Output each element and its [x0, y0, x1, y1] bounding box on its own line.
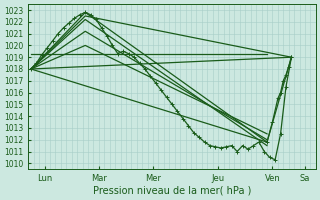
X-axis label: Pression niveau de la mer( hPa ): Pression niveau de la mer( hPa ) [93, 186, 251, 196]
